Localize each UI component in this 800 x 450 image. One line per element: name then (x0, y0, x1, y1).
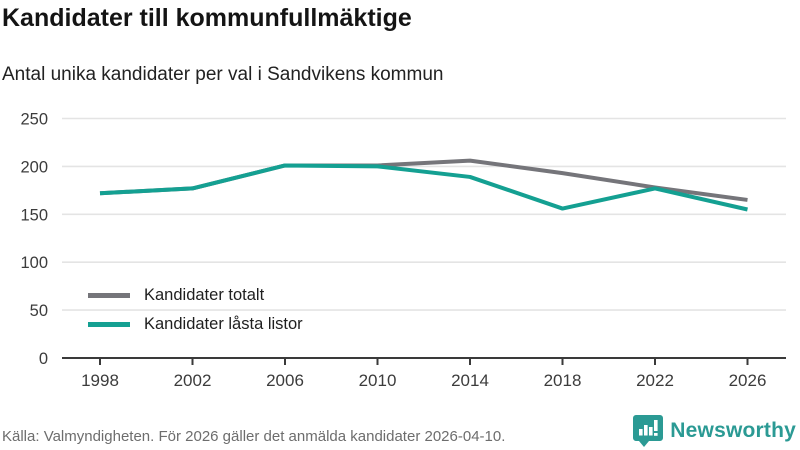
page-title: Kandidater till kommunfullmäktige (2, 4, 412, 32)
y-tick-label: 200 (20, 158, 48, 176)
x-tick-label: 2022 (636, 371, 674, 390)
x-tick-label: 2018 (544, 371, 582, 390)
y-tick-label: 0 (39, 350, 48, 368)
chart-footer: Källa: Valmyndigheten. För 2026 gäller d… (0, 408, 800, 450)
y-tick-label: 100 (20, 254, 48, 272)
legend-item-locked-lists: Kandidater låsta listor (88, 314, 303, 334)
chart-legend: Kandidater totalt Kandidater låsta listo… (88, 285, 303, 334)
x-tick-label: 1998 (81, 371, 119, 390)
newsworthy-logo-icon (633, 415, 664, 447)
source-note: Källa: Valmyndigheten. För 2026 gäller d… (2, 428, 506, 445)
y-tick-label: 150 (20, 206, 48, 224)
y-tick-label: 50 (30, 302, 48, 320)
chart-canvas: 0 50 100 150 200 250 1998 2002 2006 2010 2014 2018 2… (20, 111, 786, 390)
newsworthy-brand: Newsworthy (633, 414, 796, 448)
x-tick-label: 2002 (174, 371, 212, 390)
y-tick-label: 250 (20, 111, 48, 129)
legend-label-locked-lists: Kandidater låsta listor (144, 314, 303, 333)
series-line-kandidater-l-sta-listor (99, 163, 748, 212)
x-tick-label: 2026 (729, 371, 767, 390)
legend-swatch-locked-lists (88, 321, 130, 327)
chart-subtitle: Antal unika kandidater per val i Sandvik… (2, 64, 444, 85)
legend-item-total: Kandidater totalt (88, 285, 303, 305)
x-tick-label: 2010 (359, 371, 397, 390)
line-chart: 0 50 100 150 200 250 1998 2002 2006 2010 2014 2018 2… (0, 100, 800, 400)
x-tick-label: 2014 (451, 371, 489, 390)
x-tick-label: 2006 (266, 371, 304, 390)
newsworthy-wordmark: Newsworthy (670, 419, 796, 442)
legend-swatch-total (88, 292, 130, 298)
legend-label-total: Kandidater totalt (144, 285, 265, 304)
